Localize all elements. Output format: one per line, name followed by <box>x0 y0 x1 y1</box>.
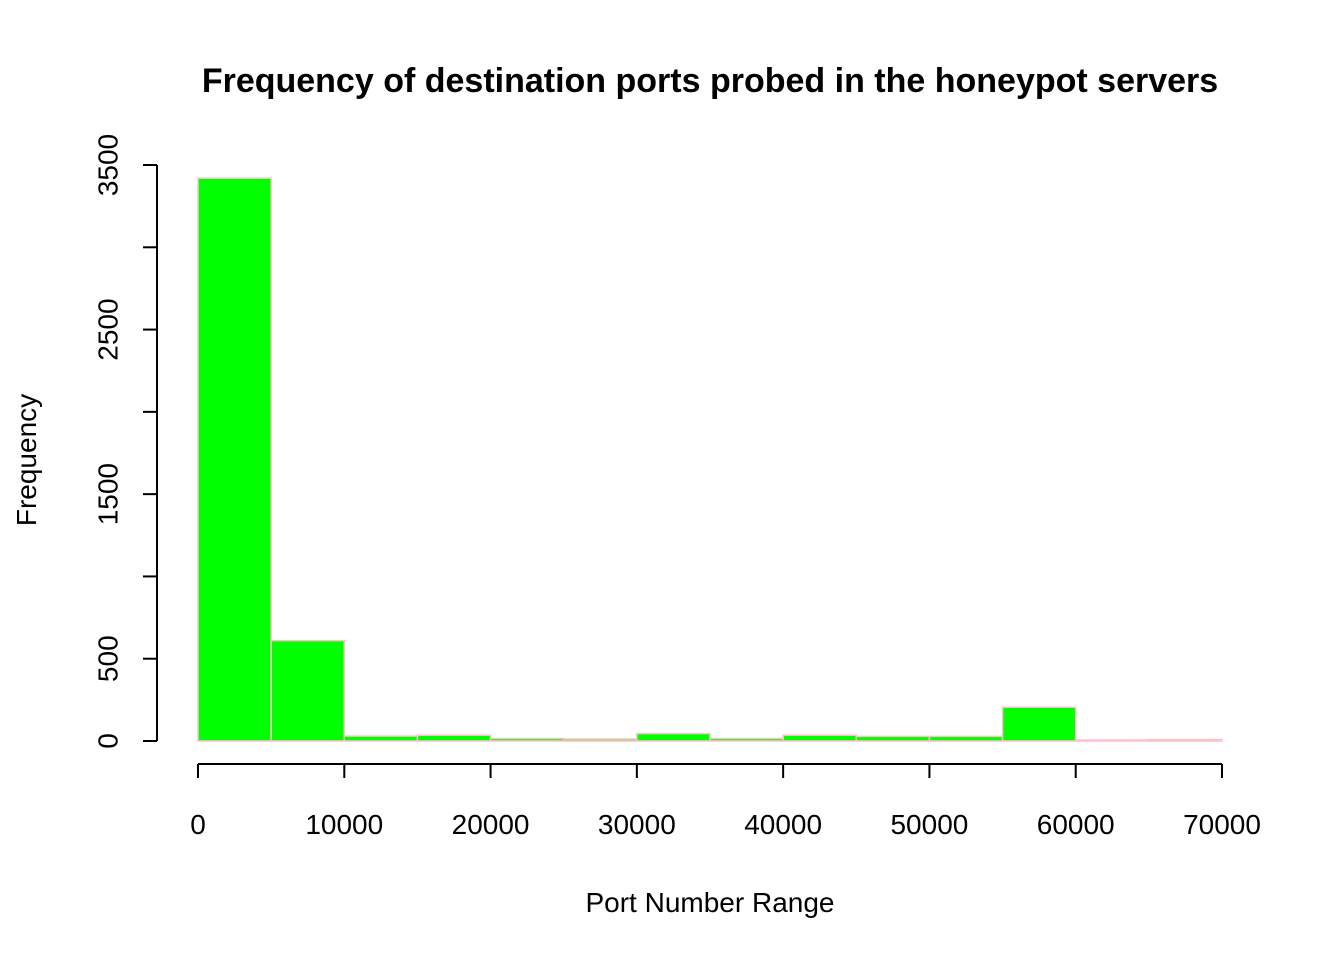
y-tick-label: 0 <box>92 733 123 749</box>
y-tick-label: 1500 <box>92 463 123 525</box>
y-tick-label: 3500 <box>92 134 123 196</box>
histogram-bar <box>855 735 931 742</box>
histogram-bar <box>416 734 492 742</box>
histogram-bar <box>1074 739 1150 742</box>
y-axis-label: Frequency <box>11 394 42 526</box>
histogram-bar <box>709 737 784 742</box>
histogram-bar <box>562 738 638 742</box>
x-tick-label: 70000 <box>1183 809 1261 840</box>
histogram-bar <box>489 737 565 742</box>
histogram-bar <box>928 735 1004 742</box>
x-tick-label: 60000 <box>1037 809 1115 840</box>
y-tick-label: 2500 <box>92 298 123 360</box>
y-tick-label: 500 <box>92 635 123 682</box>
plot-area: 0 10000 20000 30000 40000 50000 60000 70000 0 50… <box>92 134 1261 840</box>
x-axis-label: Port Number Range <box>585 887 834 918</box>
histogram-bar <box>343 735 419 742</box>
histogram-bar <box>1148 738 1223 742</box>
histogram-bar <box>636 732 711 742</box>
x-tick-label: 40000 <box>744 809 822 840</box>
y-axis: 0 500 1500 2500 3500 <box>92 134 158 749</box>
x-tick-label: 0 <box>190 809 206 840</box>
x-tick-label: 10000 <box>305 809 383 840</box>
histogram-bar <box>270 639 346 742</box>
bars-group <box>197 177 1223 742</box>
chart-title: Frequency of destination ports probed in… <box>202 62 1218 100</box>
histogram-bar <box>782 734 858 742</box>
histogram-bar <box>1001 706 1077 742</box>
x-axis: 0 10000 20000 30000 40000 50000 60000 70000 <box>190 763 1261 840</box>
x-tick-label: 20000 <box>452 809 530 840</box>
x-tick-label: 30000 <box>598 809 676 840</box>
histogram-bar <box>197 177 272 742</box>
x-tick-label: 50000 <box>890 809 968 840</box>
